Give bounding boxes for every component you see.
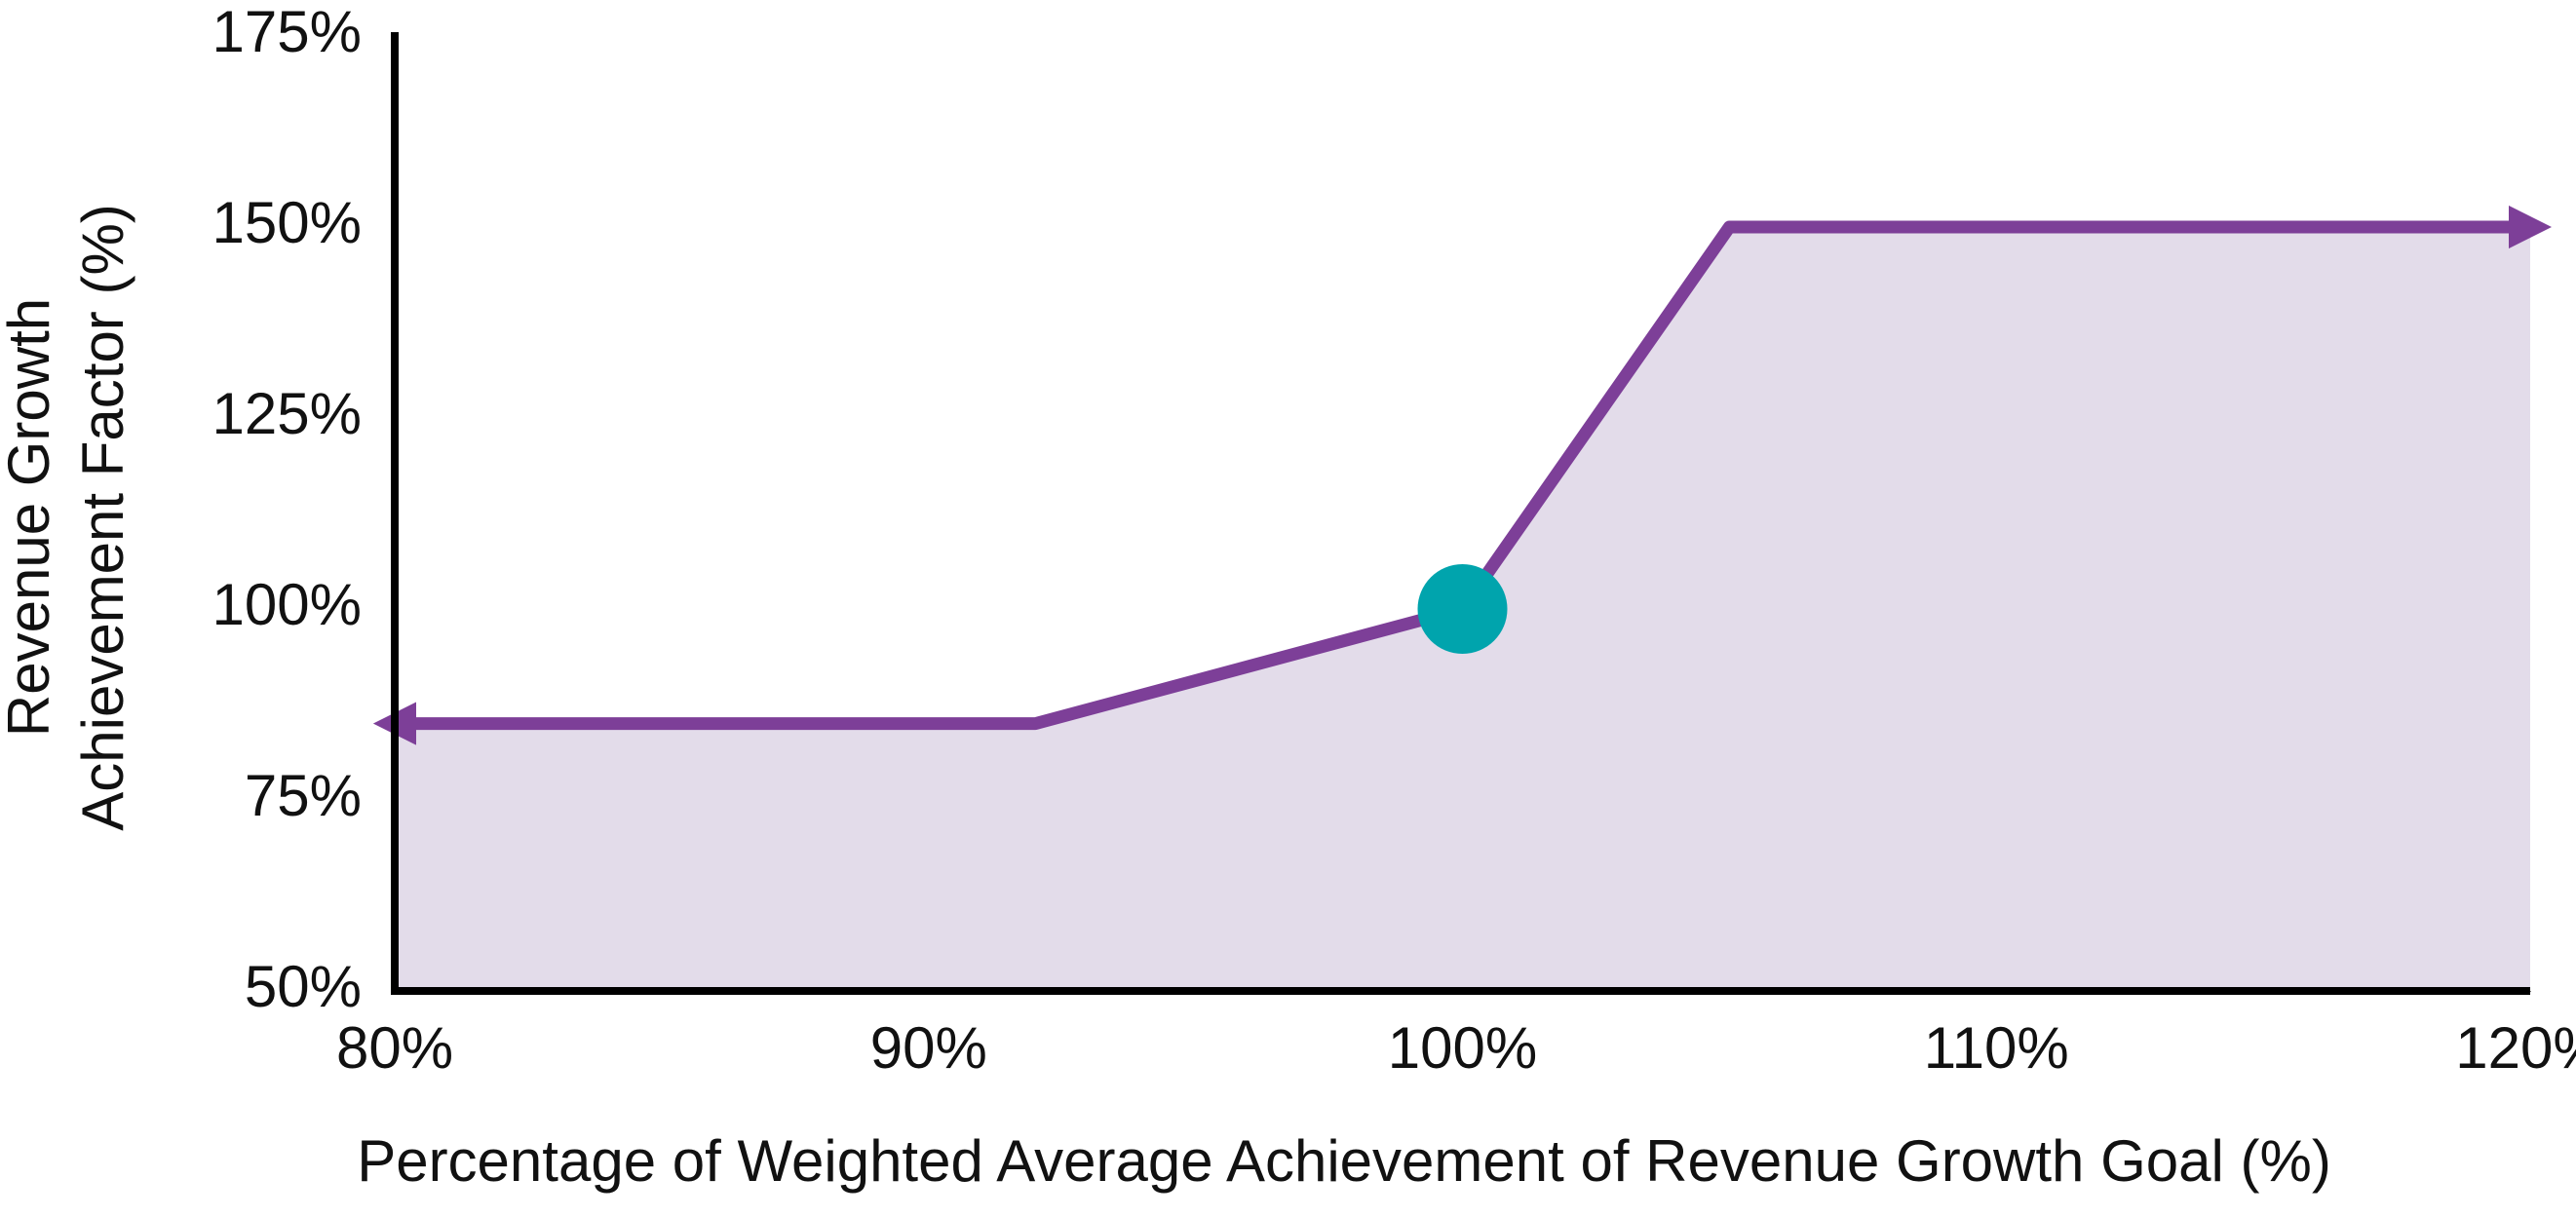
x-tick-label: 120% bbox=[2455, 1015, 2576, 1081]
x-axis-title: Percentage of Weighted Average Achieveme… bbox=[357, 1128, 2331, 1194]
x-tick-label: 110% bbox=[1924, 1015, 2069, 1081]
x-tick-label: 80% bbox=[336, 1015, 453, 1081]
plot-area: 50% 75% 100% 125% 150% 175% 80% 90% 100% 110% 120% bbox=[212, 0, 2576, 1081]
y-tick-label: 125% bbox=[212, 381, 362, 446]
highlight-point bbox=[1417, 564, 1508, 654]
y-tick-label: 75% bbox=[245, 763, 362, 828]
y-tick-label: 100% bbox=[212, 572, 362, 637]
x-tick-label: 90% bbox=[870, 1015, 987, 1081]
y-axis-title: Revenue Growth Achievement Factor (%) bbox=[0, 204, 135, 831]
y-axis-title-line: Achievement Factor (%) bbox=[70, 204, 135, 831]
y-tick-label: 50% bbox=[245, 954, 362, 1019]
y-axis-title-line: Revenue Growth bbox=[0, 298, 61, 737]
y-tick-label: 175% bbox=[212, 0, 362, 64]
y-tick-label: 150% bbox=[212, 190, 362, 255]
x-tick-label: 100% bbox=[1388, 1015, 1537, 1081]
